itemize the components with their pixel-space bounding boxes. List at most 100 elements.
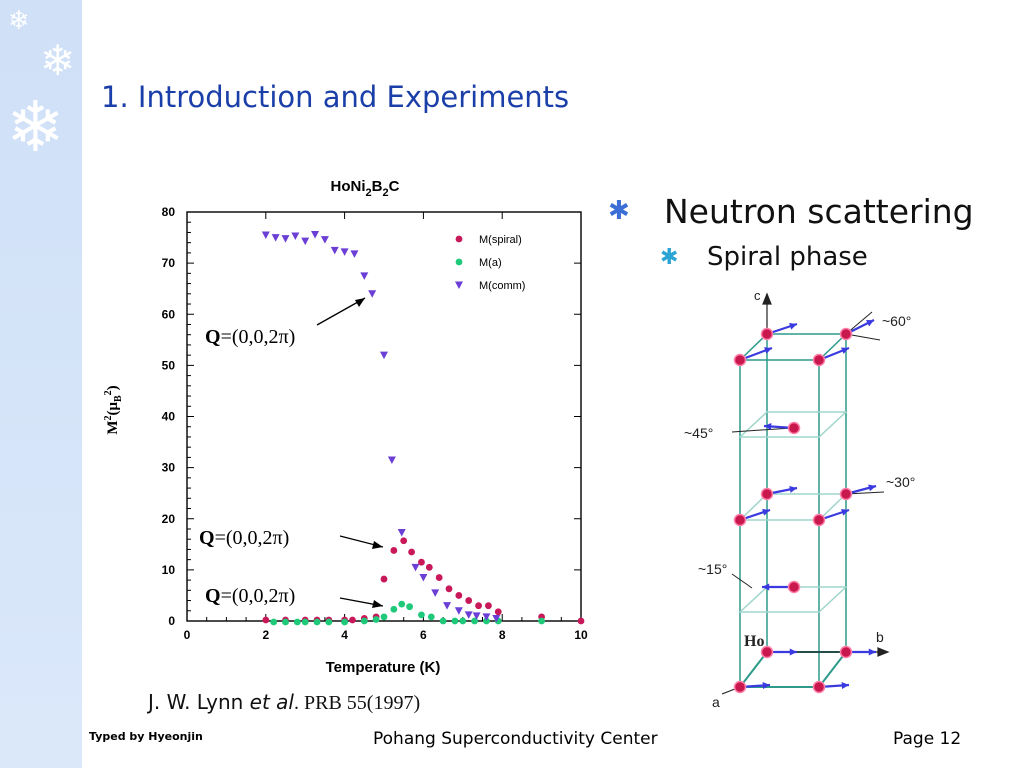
point-m-comm [350, 250, 359, 258]
atoms-and-spins [733, 319, 877, 694]
point-m-a [451, 617, 459, 625]
point-m-spiral [400, 537, 408, 545]
point-m-spiral [425, 563, 433, 571]
point-m-a [372, 616, 380, 623]
point-m-comm [301, 237, 310, 246]
y-tick-label: 50 [162, 358, 176, 372]
point-m-comm [443, 602, 452, 610]
citation-etal: et al [249, 690, 294, 714]
asterisk-icon: ✱ [608, 196, 630, 226]
point-m-comm [340, 248, 349, 256]
point-m-comm [330, 246, 339, 255]
point-m-comm [464, 611, 473, 619]
point-m-comm [431, 589, 440, 597]
legend-label: M(comm) [479, 280, 525, 292]
spin-arrowhead [764, 423, 772, 430]
point-m-comm [492, 614, 501, 623]
x-tick-label: 4 [341, 628, 348, 642]
point-m-comm [291, 232, 300, 241]
point-m-comm [482, 613, 491, 621]
point-m-comm [281, 235, 290, 243]
spin-arrowhead [764, 347, 772, 354]
chart-title-sub: 2 [366, 187, 372, 199]
point-m-a [398, 600, 406, 608]
point-m-spiral [349, 616, 356, 624]
point-m-comm [380, 351, 388, 360]
y-tick-label: 30 [162, 461, 176, 475]
axis-a-label: a [712, 694, 720, 710]
point-m-spiral [445, 585, 453, 593]
ho-atom [760, 487, 774, 501]
footer-organization: Pohang Superconductivity Center [373, 729, 658, 749]
point-m-spiral [577, 617, 585, 625]
point-m-a [301, 618, 309, 626]
ho-atom [760, 327, 774, 341]
spin-arrowhead [789, 486, 797, 493]
plot-frame [186, 211, 582, 622]
annotation: Q=(0,0,2π) [205, 585, 384, 608]
ho-atom [812, 353, 826, 367]
legend-marker [455, 258, 463, 266]
point-m-a [325, 618, 333, 626]
spin-arrowhead [841, 347, 849, 354]
point-m-a [380, 613, 388, 621]
y-tick-label: 0 [168, 614, 175, 628]
point-m-a [282, 618, 289, 626]
citation: J. W. Lynn et al. PRB 55(1997) [148, 690, 420, 715]
snowflake-icon: ❄ [8, 6, 30, 36]
snowflake-icon: ❄ [40, 36, 76, 85]
point-m-a [390, 605, 398, 613]
ho-atom [760, 645, 774, 659]
spin-arrowhead [841, 682, 849, 689]
point-m-a [270, 618, 278, 626]
x-tick-label: 6 [420, 628, 427, 642]
x-tick-label: 0 [184, 628, 191, 642]
y-tick-label: 80 [162, 205, 176, 219]
y-tick-label: 20 [162, 512, 176, 526]
x-tick-label: 2 [262, 628, 269, 642]
point-m-comm [397, 529, 406, 537]
x-axis-label: Temperature (K) [326, 659, 441, 676]
svg-text:Q=(0,0,2π): Q=(0,0,2π) [199, 527, 289, 549]
point-m-a [538, 617, 545, 625]
axis-b-label: b [876, 629, 884, 645]
spin-arrowhead [841, 508, 849, 516]
x-tick-label: 10 [574, 628, 588, 642]
ho-atom [787, 580, 801, 594]
spin-arrowhead [868, 484, 876, 492]
ho-atom [733, 680, 747, 694]
angle-label-45: ~45° [684, 425, 713, 441]
y-tick-label: 40 [162, 410, 176, 424]
legend-marker [455, 281, 463, 289]
sub-bullet-text: Spiral phase [707, 242, 868, 272]
point-m-a [439, 617, 447, 625]
angle-label-30: ~30° [886, 474, 915, 490]
y-tick-label: 70 [162, 256, 176, 270]
svg-text:Q=(0,0,2π): Q=(0,0,2π) [205, 326, 295, 348]
point-m-spiral [465, 597, 473, 604]
left-decorative-bar: ❄ ❄ ❄ [0, 0, 82, 768]
bullet-text: Neutron scattering [664, 192, 974, 231]
spin-arrowhead [762, 682, 770, 689]
point-m-comm [472, 612, 481, 620]
ho-atom [733, 513, 747, 527]
annotation: Q=(0,0,2π) [205, 297, 366, 348]
angle-label-15: ~15° [698, 561, 727, 577]
spin-arrowhead [762, 583, 770, 591]
point-m-spiral [455, 592, 463, 599]
snowflake-icon: ❄ [6, 86, 65, 168]
spin-arrowhead [789, 322, 797, 330]
ho-atom [812, 513, 826, 527]
point-m-spiral [380, 575, 388, 583]
point-m-comm [411, 563, 420, 572]
chart-title-part: B [372, 178, 383, 195]
spin-arrowhead [789, 648, 797, 656]
ho-atom [787, 421, 801, 435]
spin-arrowhead [866, 320, 874, 327]
ho-atom [733, 353, 747, 367]
point-m-spiral [435, 574, 443, 581]
annotation: Q=(0,0,2π) [199, 527, 384, 549]
point-m-spiral [475, 602, 482, 610]
point-m-spiral [408, 548, 415, 556]
spin-arrowhead [762, 508, 770, 516]
